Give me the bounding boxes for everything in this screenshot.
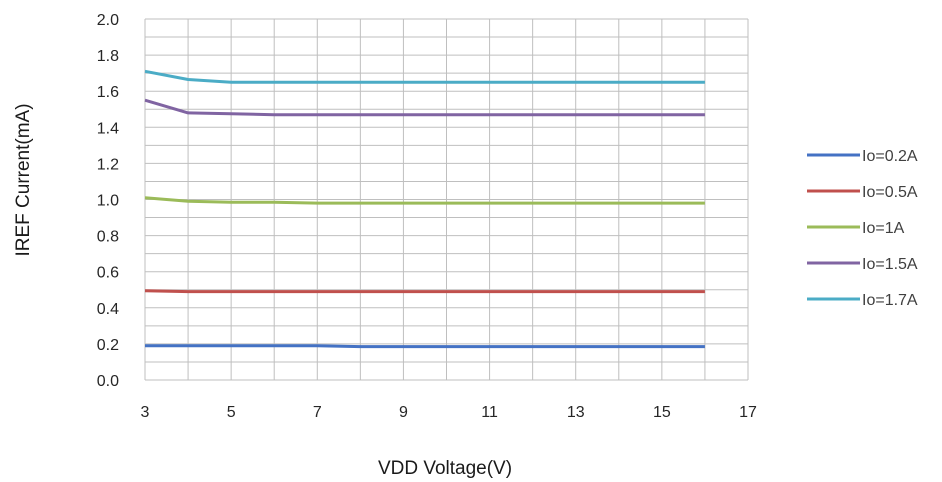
legend-label: Io=0.5A: [862, 184, 918, 201]
legend-label: Io=0.2A: [862, 148, 918, 165]
y-tick-label: 1.4: [97, 120, 119, 137]
x-axis-ticks: 3 5 7 9 11 13 15 17: [141, 404, 757, 421]
y-tick-label: 1.6: [97, 84, 119, 101]
x-tick-label: 9: [399, 404, 408, 421]
legend: Io=0.2A Io=0.5A Io=1A Io=1.5A Io=1.7A: [807, 148, 918, 309]
x-tick-label: 5: [227, 404, 236, 421]
series-line-5: [144, 69, 705, 84]
y-tick-label: 0.0: [97, 373, 119, 390]
y-tick-label: 1.2: [97, 156, 119, 173]
series-lines: [144, 69, 705, 349]
y-tick-label: 0.6: [97, 265, 119, 282]
y-tick-label: 1.8: [97, 48, 119, 65]
x-tick-label: 7: [313, 404, 322, 421]
series-line-4: [144, 98, 705, 117]
y-axis-title: IREF Current(mA): [13, 103, 34, 256]
x-tick-label: 17: [739, 404, 757, 421]
x-tick-label: 13: [567, 404, 585, 421]
x-tick-label: 3: [141, 404, 150, 421]
legend-label: Io=1A: [862, 220, 905, 237]
x-tick-label: 15: [653, 404, 671, 421]
y-tick-label: 2.0: [97, 12, 119, 29]
legend-label: Io=1.5A: [862, 256, 918, 273]
x-tick-label: 11: [481, 404, 498, 421]
series-line-1: [145, 344, 705, 349]
y-axis-ticks: 0.0 0.2 0.4 0.6 0.8 1.0 1.2 1.4 1.6 1.8 2.0: [97, 12, 119, 390]
series-line-2: [144, 289, 705, 294]
y-tick-label: 0.8: [97, 229, 119, 246]
x-axis-title: VDD Voltage(V): [378, 458, 512, 479]
grid-lines: [144, 18, 749, 381]
legend-label: Io=1.7A: [862, 292, 918, 309]
series-line-3: [144, 196, 705, 205]
y-tick-label: 0.4: [97, 301, 119, 318]
y-tick-label: 0.2: [97, 337, 119, 354]
y-tick-label: 1.0: [97, 193, 119, 210]
